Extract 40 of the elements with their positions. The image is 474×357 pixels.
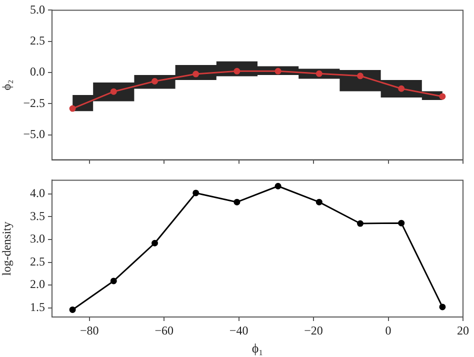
point — [69, 105, 76, 112]
point — [110, 88, 117, 95]
y-tick-label: 5.0 — [30, 2, 45, 16]
point — [234, 68, 240, 74]
x-tick-label: −20 — [304, 323, 323, 338]
x-tick-label: −60 — [154, 323, 174, 338]
point — [439, 93, 446, 100]
point — [316, 70, 322, 77]
point — [357, 72, 364, 80]
x-tick-label: −40 — [229, 323, 248, 338]
y-tick-label: 2.0 — [30, 277, 45, 292]
point — [192, 70, 200, 78]
point — [152, 240, 158, 246]
y-axis-title: ϕ₂ — [0, 80, 14, 90]
point — [274, 68, 282, 74]
point — [110, 278, 117, 284]
y-tick-label: 2.5 — [30, 254, 45, 268]
point — [439, 304, 446, 310]
y-tick-label: 3.0 — [30, 232, 45, 246]
y-tick-label: 4.0 — [30, 186, 45, 200]
point — [398, 220, 405, 226]
y-tick-label: −5.0 — [23, 127, 45, 142]
point — [234, 198, 240, 206]
x-tick-label: −80 — [80, 323, 99, 338]
point — [274, 182, 282, 190]
point — [316, 198, 322, 206]
y-axis-title: log-density — [0, 222, 14, 276]
x-tick-label: 20 — [457, 323, 469, 338]
x-axis-title: ϕ₁ — [252, 340, 264, 356]
y-tick-label: 3.5 — [30, 208, 45, 223]
point — [192, 190, 200, 196]
y-tick-label: 0.0 — [30, 64, 45, 79]
point — [398, 85, 405, 92]
y-tick-label: −2.5 — [23, 96, 45, 110]
y-tick-label: 2.5 — [30, 34, 45, 48]
y-tick-label: 1.5 — [30, 300, 45, 314]
point — [69, 306, 76, 313]
point — [152, 78, 158, 85]
point — [357, 220, 364, 227]
x-tick-label: 0 — [385, 323, 392, 338]
